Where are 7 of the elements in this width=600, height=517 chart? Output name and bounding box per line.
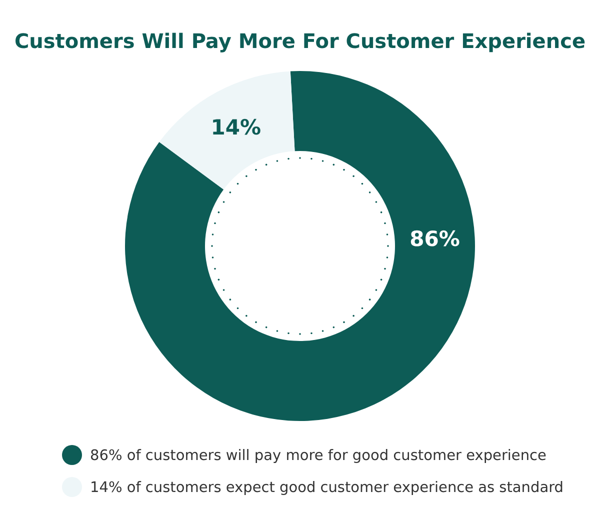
data-label: 86% xyxy=(410,226,460,251)
legend-label: 14% of customers expect good customer experience as standard xyxy=(90,480,564,496)
donut-slice xyxy=(159,71,295,190)
legend-label: 86% of customers will pay more for good customer experience xyxy=(90,448,547,464)
donut-slice xyxy=(125,71,475,421)
chart-title: Customers Will Pay More For Customer Experience xyxy=(14,29,586,53)
data-label: 14% xyxy=(210,116,262,140)
